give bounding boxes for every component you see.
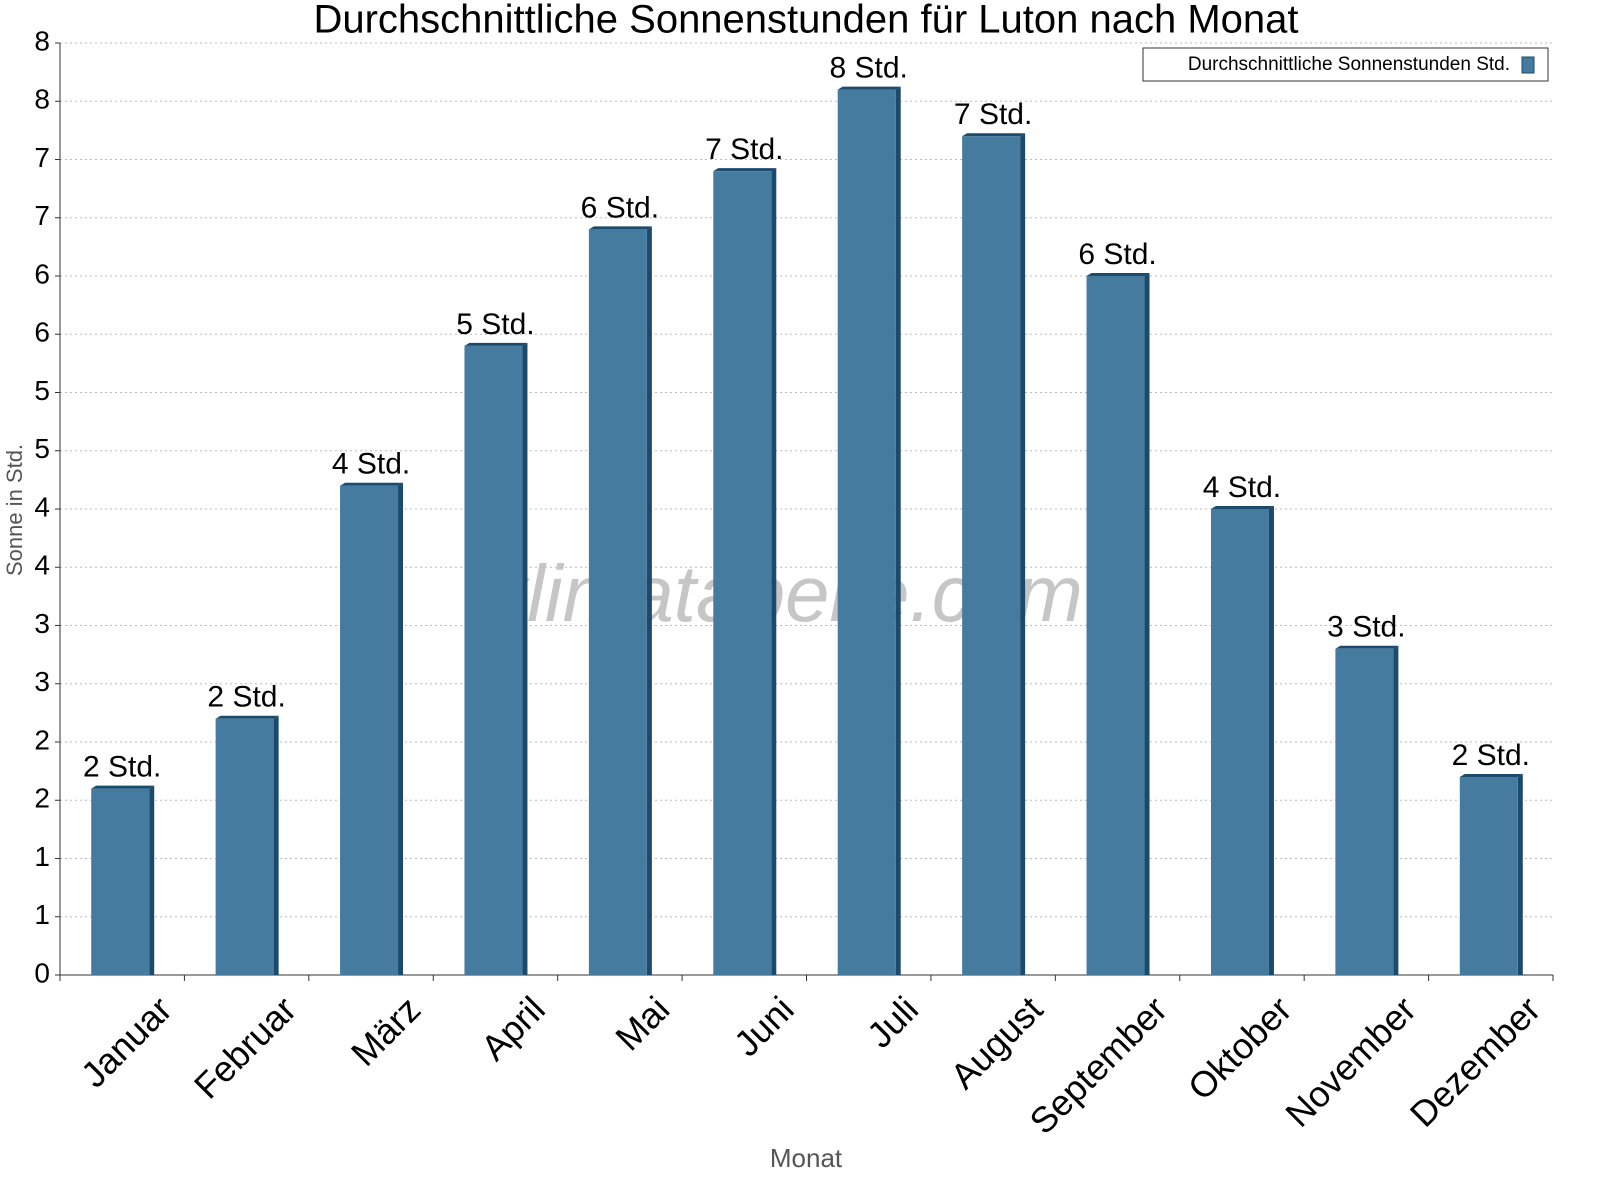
x-tick-label: Februar: [186, 988, 304, 1106]
legend-swatch: [1521, 56, 1535, 74]
bar: [215, 718, 274, 975]
data-label: 6 Std.: [581, 191, 659, 224]
bar-side: [1020, 133, 1026, 975]
y-tick-label: 1: [34, 899, 50, 930]
bar-top: [340, 482, 404, 486]
legend-box: [1142, 47, 1549, 82]
bar-side: [1144, 273, 1150, 975]
bar-top: [1459, 773, 1523, 777]
x-tick-label: Oktober: [1180, 988, 1300, 1108]
bar: [713, 171, 772, 975]
y-tick-label: 7: [34, 200, 50, 231]
data-label: 6 Std.: [1078, 238, 1156, 271]
x-axis-title: Monat: [770, 1143, 843, 1173]
y-tick-label: 0: [34, 957, 50, 988]
y-tick-label: 6: [34, 317, 50, 348]
bar-top: [1086, 273, 1150, 276]
data-label: 2 Std.: [207, 681, 285, 714]
bar-top: [588, 226, 652, 230]
bar-top: [215, 715, 279, 719]
x-tick-label: Juni: [726, 988, 802, 1064]
x-tick-label: November: [1277, 988, 1423, 1134]
y-tick-label: 5: [34, 375, 50, 406]
y-tick-label: 3: [34, 608, 50, 639]
bar-top: [713, 168, 777, 172]
y-tick-label: 2: [34, 783, 50, 814]
y-tick-label: 6: [34, 258, 50, 289]
bar-side: [771, 168, 777, 975]
bar: [837, 89, 896, 976]
data-label: 4 Std.: [332, 448, 410, 481]
y-tick-label: 3: [34, 666, 50, 697]
legend: Durchschnittliche Sonnenstunden Std.: [1142, 47, 1549, 82]
bar-top: [1335, 645, 1399, 649]
data-label: 7 Std.: [954, 98, 1032, 131]
y-tick-label: 7: [34, 142, 50, 173]
bar-side: [646, 226, 652, 975]
y-tick-label: 2: [34, 724, 50, 755]
data-label: 5 Std.: [456, 308, 534, 341]
bar: [1210, 509, 1269, 975]
bar-side: [522, 342, 528, 975]
data-label: 3 Std.: [1327, 611, 1405, 644]
y-tick-label: 4: [34, 550, 50, 581]
bar-top: [837, 86, 901, 90]
data-label: 7 Std.: [705, 133, 783, 166]
bar: [340, 485, 399, 975]
bar-side: [1517, 773, 1523, 975]
x-tick-label: April: [473, 988, 553, 1068]
data-label: 2 Std.: [1452, 739, 1530, 772]
x-tick-label: Juli: [859, 988, 926, 1055]
bar: [91, 788, 150, 975]
x-tick-label: März: [343, 988, 429, 1074]
x-tick-label: Mai: [607, 988, 677, 1058]
bar: [1086, 276, 1145, 975]
data-label: 4 Std.: [1203, 471, 1281, 504]
bar-top: [1210, 506, 1274, 509]
x-tick-label: Dezember: [1402, 988, 1548, 1134]
bar-top: [464, 342, 528, 346]
y-tick-label: 8: [34, 25, 50, 56]
bar-side: [1393, 645, 1399, 975]
bar: [1459, 776, 1518, 975]
x-tick-label: Januar: [73, 988, 180, 1095]
bar: [464, 345, 523, 975]
y-tick-label: 5: [34, 433, 50, 464]
bar: [588, 229, 647, 975]
bar-top: [962, 133, 1026, 137]
bar-side: [895, 86, 901, 976]
data-label: 8 Std.: [830, 52, 908, 85]
x-tick-label: August: [942, 988, 1050, 1096]
data-label: 2 Std.: [83, 751, 161, 784]
bar-side: [273, 715, 279, 975]
y-tick-label: 4: [34, 491, 50, 522]
chart-title: Durchschnittliche Sonnenstunden für Luto…: [313, 0, 1298, 42]
bar-side: [149, 785, 155, 975]
y-tick-label: 8: [34, 84, 50, 115]
y-axis-title: Sonne in Std.: [2, 444, 27, 576]
bar: [1335, 648, 1394, 975]
bar-top: [91, 785, 155, 789]
bar: [962, 136, 1021, 975]
legend-label: Durchschnittliche Sonnenstunden Std.: [1188, 54, 1510, 75]
bar-side: [1268, 506, 1274, 975]
y-tick-label: 1: [34, 841, 50, 872]
bar-side: [398, 482, 404, 975]
